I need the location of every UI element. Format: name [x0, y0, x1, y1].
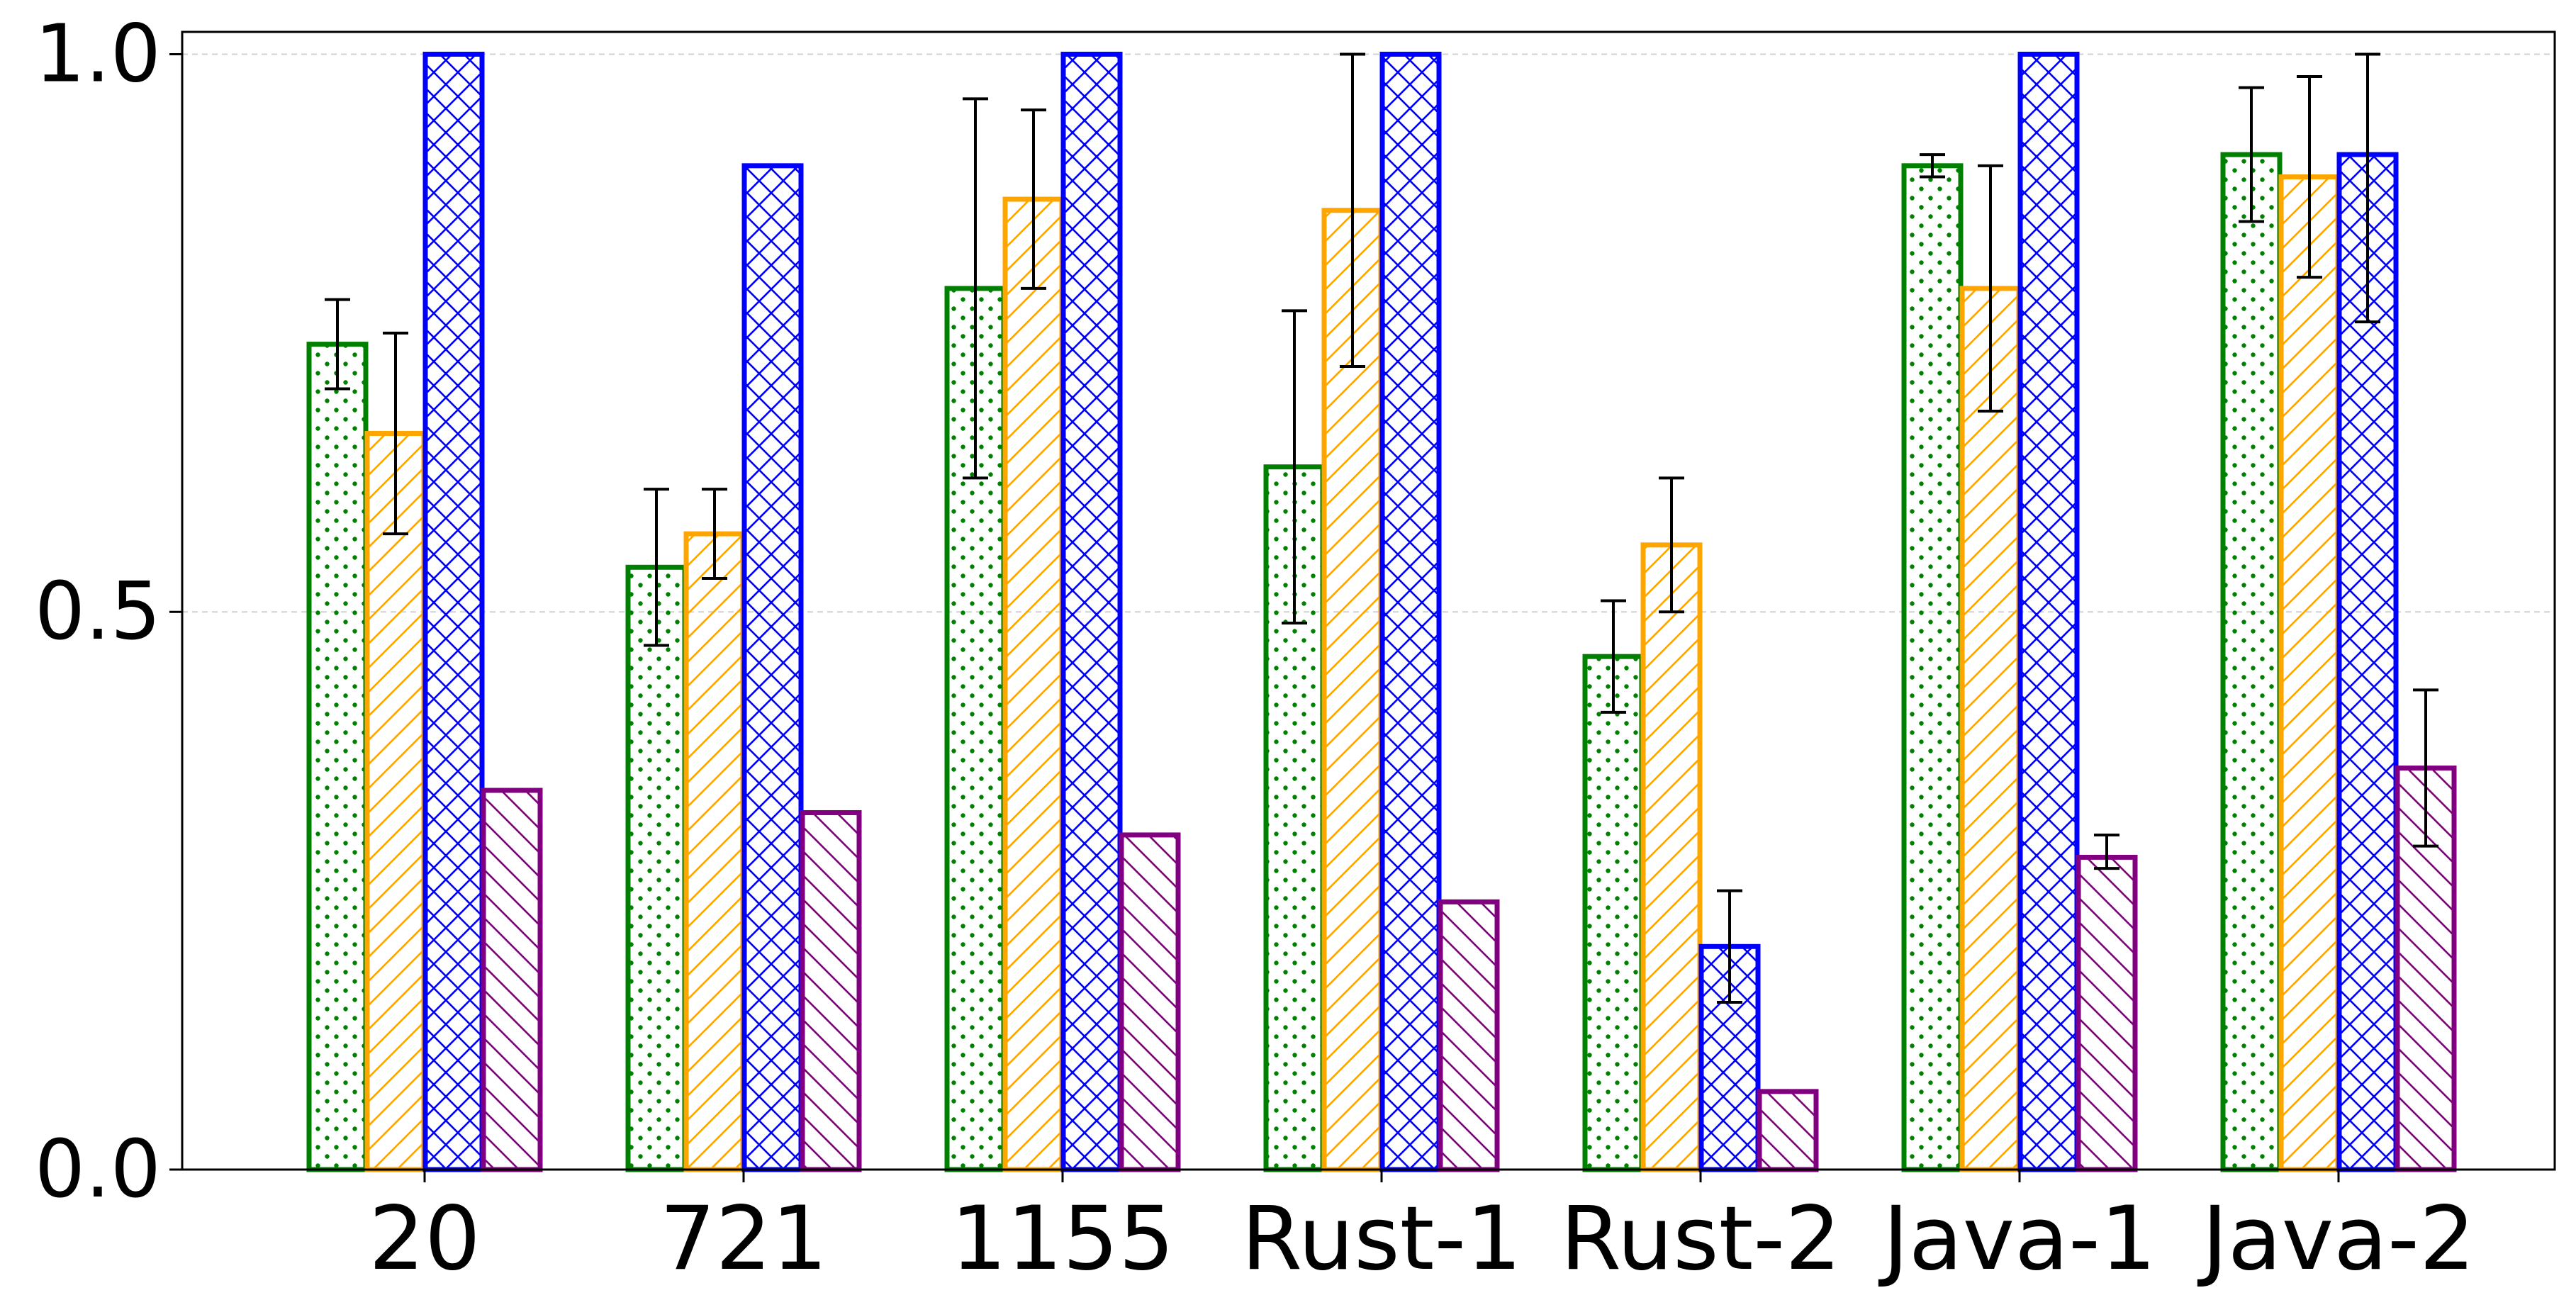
- bar-1155-series-4: [1119, 832, 1181, 1172]
- bar-20-series-4: [481, 788, 543, 1172]
- bar-java-1-series-1: [1901, 163, 1964, 1172]
- error-bar-java-1-series-1: [1920, 153, 1945, 179]
- bar-721-series-1: [625, 564, 688, 1172]
- bar-rust-1-series-4: [1438, 899, 1500, 1172]
- bar-721-series-3: [741, 163, 804, 1172]
- error-bar-java-2-series-4: [2413, 688, 2438, 848]
- error-bar-20-series-1: [325, 298, 350, 391]
- bar-java-1-series-4: [2076, 854, 2138, 1172]
- bar-java-2-series-2: [2278, 174, 2341, 1172]
- y-tick-label: 1.0: [35, 8, 161, 100]
- y-axis: 0.0 0.5 1.0: [35, 8, 182, 1216]
- error-bar-java-1-series-2: [1978, 164, 2003, 413]
- bar-20-series-3: [422, 51, 485, 1172]
- x-tick-label-rust-2: Rust-2: [1560, 1188, 1841, 1290]
- error-bar-721-series-1: [644, 488, 669, 647]
- x-tick-label-java-1: Java-1: [1878, 1188, 2156, 1290]
- bar-java-1-series-3: [2017, 51, 2080, 1172]
- bar-java-2-series-3: [2336, 152, 2399, 1172]
- error-bar-rust-2-series-2: [1659, 476, 1684, 614]
- error-bar-rust-2-series-3: [1717, 889, 1742, 1004]
- y-tick-label: 0.5: [35, 566, 161, 658]
- error-bar-java-1-series-4: [2094, 833, 2119, 870]
- bar-rust-2-series-2: [1640, 542, 1703, 1172]
- x-axis: 20 721 1155 Rust-1 Rust-2 Java-1 Java-2: [369, 1170, 2475, 1290]
- error-bar-1155-series-1: [963, 97, 988, 480]
- plot-frame: [181, 30, 2556, 1171]
- x-tick-label-rust-1: Rust-1: [1241, 1188, 1522, 1290]
- bar-20-series-1: [306, 342, 369, 1172]
- bar-1155-series-3: [1060, 51, 1123, 1172]
- error-bar-rust-1-series-2: [1340, 52, 1365, 369]
- bar-java-1-series-2: [1959, 286, 2022, 1172]
- y-tick-label: 0.0: [35, 1124, 161, 1216]
- error-bar-1155-series-2: [1021, 108, 1046, 290]
- x-tick-label-721: 721: [660, 1188, 828, 1290]
- error-bar-20-series-2: [383, 331, 408, 536]
- bar-rust-2-series-1: [1582, 654, 1645, 1172]
- bar-20-series-2: [364, 430, 427, 1172]
- bar-rust-1-series-3: [1379, 51, 1442, 1172]
- error-bar-java-2-series-3: [2355, 52, 2380, 324]
- error-bar-rust-1-series-1: [1282, 309, 1307, 624]
- bar-java-2-series-1: [2220, 152, 2283, 1172]
- bar-rust-2-series-4: [1757, 1089, 1819, 1172]
- bar-721-series-2: [683, 531, 746, 1172]
- x-tick-label-java-2: Java-2: [2197, 1188, 2475, 1290]
- bar-721-series-4: [800, 809, 862, 1172]
- x-tick-label-20: 20: [369, 1188, 481, 1290]
- error-bar-721-series-2: [702, 488, 727, 581]
- error-bar-java-2-series-2: [2297, 74, 2322, 279]
- error-bars: [325, 52, 2438, 1004]
- bar-1155-series-2: [1002, 196, 1065, 1172]
- error-bar-java-2-series-1: [2239, 86, 2264, 223]
- error-bar-rust-2-series-1: [1601, 599, 1626, 714]
- x-tick-label-1155: 1155: [951, 1188, 1175, 1290]
